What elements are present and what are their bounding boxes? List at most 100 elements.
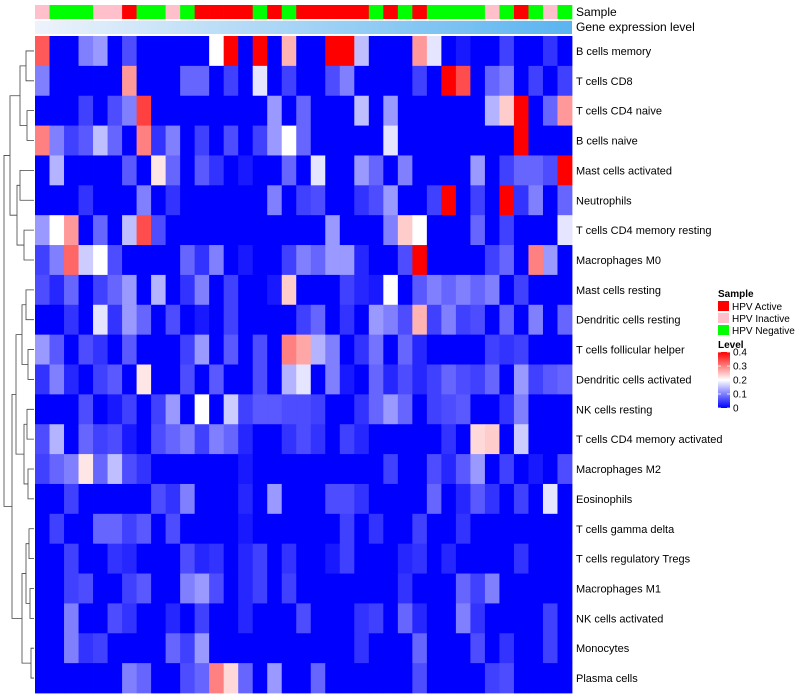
heatmap-cell [383, 274, 399, 306]
heatmap-cell [310, 424, 326, 455]
heatmap-cell [455, 424, 471, 455]
heatmap-cell [194, 364, 210, 395]
row-label: Monocytes [576, 643, 630, 655]
heatmap-cell [180, 424, 196, 455]
heatmap-cell [397, 155, 413, 186]
heatmap-cell [499, 95, 515, 126]
heatmap-cell [499, 364, 515, 395]
heatmap-cell [557, 663, 573, 694]
heatmap-cell [223, 483, 239, 515]
heatmap-cell [397, 603, 413, 634]
heatmap-cell [455, 454, 471, 485]
heatmap-cell [542, 155, 558, 186]
heatmap-cell [165, 663, 181, 694]
heatmap-cell [484, 185, 500, 216]
gene-expression-annotation-label: Gene expression level [576, 20, 695, 34]
row-dendrogram [3, 50, 34, 679]
heatmap-cell [310, 155, 326, 186]
sample-annotation-cell [252, 5, 268, 19]
heatmap-cell [180, 454, 196, 485]
heatmap-cell [194, 334, 210, 365]
row-label: T cells CD4 naive [576, 106, 662, 118]
heatmap-cell [383, 245, 399, 276]
heatmap-cell [194, 424, 210, 455]
heatmap-cell [368, 454, 384, 485]
heatmap-cell [78, 36, 94, 67]
sample-annotation-cell [499, 5, 515, 19]
heatmap-cell [426, 633, 442, 664]
heatmap-cell [354, 334, 370, 365]
heatmap-cell [252, 483, 268, 515]
heatmap-cell [64, 274, 79, 306]
heatmap-cell [194, 543, 210, 574]
heatmap-cell [397, 573, 413, 604]
sample-annotation-cell [64, 5, 79, 19]
heatmap-cell [64, 155, 79, 186]
heatmap-cell [354, 633, 370, 664]
heatmap-cell [397, 304, 413, 336]
heatmap-cell [165, 394, 181, 425]
heatmap-cell [122, 185, 137, 216]
heatmap-cell [49, 95, 65, 126]
heatmap-cell [528, 573, 544, 604]
heatmap-cell [397, 334, 413, 365]
heatmap-cell [368, 274, 384, 306]
heatmap-cell [252, 245, 268, 276]
heatmap-cell [194, 513, 210, 545]
heatmap-cell [441, 573, 457, 604]
heatmap-cell [412, 185, 428, 216]
level-legend-colorbar: 0.4 0.3 0.2 0.1 0 [718, 348, 747, 415]
sample-annotation-cell [455, 5, 471, 19]
heatmap-cell [49, 394, 65, 425]
heatmap-cell [78, 424, 94, 455]
heatmap-cell [151, 155, 167, 186]
heatmap-cell [368, 334, 384, 365]
heatmap-cell [267, 394, 283, 425]
heatmap-cell [35, 394, 50, 425]
heatmap-cell [107, 513, 123, 545]
heatmap-cell [165, 573, 181, 604]
heatmap-cell [296, 215, 312, 246]
heatmap-cell [78, 513, 94, 545]
heatmap-cell [528, 185, 544, 216]
heatmap-cell [412, 454, 428, 485]
heatmap-cell [441, 95, 457, 126]
heatmap-cell [542, 483, 558, 515]
heatmap-cell [455, 274, 471, 306]
row-label: Mast cells activated [576, 165, 672, 177]
heatmap-cell [209, 185, 225, 216]
heatmap-cell [223, 245, 239, 276]
heatmap-cell [180, 603, 196, 634]
heatmap-cell [412, 603, 428, 634]
heatmap-cell [49, 36, 65, 67]
dendrogram-branch [3, 155, 12, 507]
heatmap-cell [136, 573, 152, 604]
heatmap-cell [49, 125, 65, 156]
heatmap-cell [441, 364, 457, 395]
heatmap-cell [122, 334, 137, 365]
row-label: Eosinophils [576, 494, 633, 506]
heatmap-cell [267, 185, 283, 216]
heatmap-cell [238, 125, 254, 156]
heatmap-cell [122, 274, 137, 306]
heatmap-cell [397, 364, 413, 395]
sample-annotation-cell [383, 5, 399, 19]
row-label: T cells CD8 [576, 76, 633, 88]
heatmap-cell [441, 483, 457, 515]
heatmap-cell [49, 215, 65, 246]
heatmap-cell [35, 483, 50, 515]
dendrogram-branch [21, 304, 28, 365]
heatmap-cell [470, 215, 486, 246]
sample-annotation-cell [223, 5, 239, 19]
heatmap-cell [339, 95, 355, 126]
heatmap-cell [267, 364, 283, 395]
heatmap-cell [107, 185, 123, 216]
heatmap-cell [49, 603, 65, 634]
heatmap-cell [165, 36, 181, 67]
heatmap-cell [296, 454, 312, 485]
sample-annotation-cell [557, 5, 573, 19]
heatmap-cell [542, 394, 558, 425]
heatmap-cell [180, 304, 196, 336]
heatmap-cell [441, 394, 457, 425]
heatmap-cell [484, 215, 500, 246]
